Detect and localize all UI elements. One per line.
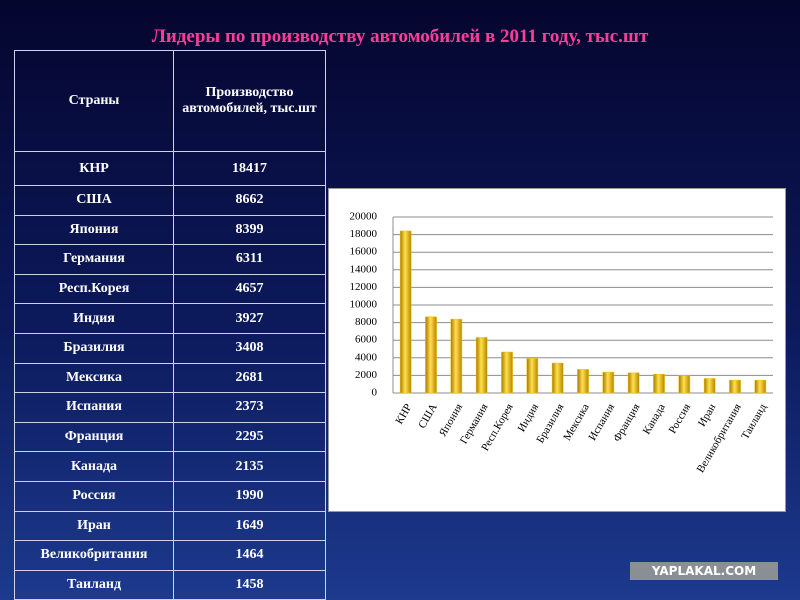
country-cell: Мексика	[14, 362, 174, 394]
header-cell: Страны	[14, 50, 174, 152]
bar	[653, 373, 665, 394]
y-tick-label: 8000	[355, 316, 378, 328]
y-tick-label: 14000	[350, 263, 378, 275]
bar	[425, 316, 437, 394]
country-cell: Бразилия	[14, 332, 174, 364]
country-cell: США	[14, 185, 174, 216]
bar	[754, 379, 767, 394]
table-row: Мексика 2681	[14, 362, 326, 394]
y-tick-label: 2000	[355, 369, 378, 381]
country-cell: Канада	[14, 451, 174, 482]
y-tick-label: 16000	[350, 246, 378, 258]
table-row: Испания 2373	[14, 392, 326, 423]
bar	[551, 362, 564, 394]
y-tick-label: 12000	[350, 281, 378, 293]
watermark: YAPLAKAL.COM	[630, 562, 778, 580]
bar	[577, 369, 589, 394]
production-cell: 2295	[173, 421, 326, 453]
table-row: Канада 2135	[14, 451, 326, 482]
chart: 0 2000 4000 6000 8000 10000 12000 14000 16000 180…	[328, 188, 786, 512]
bar	[475, 337, 488, 394]
chart-frame	[328, 188, 786, 512]
table-row: Бразилия 3408	[14, 332, 326, 364]
country-cell: Япония	[14, 214, 174, 246]
country-cell: Россия	[14, 480, 174, 512]
production-cell: 2135	[173, 451, 326, 482]
country-cell: Франция	[14, 421, 174, 453]
production-cell: 4657	[173, 273, 326, 305]
bar	[450, 318, 463, 394]
production-cell: 6311	[173, 244, 326, 275]
title: Лидеры по производству автомобилей в 201…	[151, 26, 649, 47]
table-row: Великобритания 1464	[14, 540, 326, 571]
bar	[501, 351, 513, 394]
table-row: Иран 1649	[14, 510, 326, 542]
table-row: Россия 1990	[14, 480, 326, 512]
header-row: Страны Производство автомобилей, тыс.шт	[14, 50, 326, 152]
bar	[678, 375, 691, 394]
table-row: КНР 18417	[14, 151, 326, 186]
country-cell: Германия	[14, 244, 174, 275]
country-cell: Респ.Корея	[14, 273, 174, 305]
production-cell: 3408	[173, 332, 326, 364]
y-tick-label: 10000	[350, 299, 378, 311]
y-tick-label: 20000	[350, 211, 378, 223]
production-cell: 1990	[173, 480, 326, 512]
bar	[627, 372, 640, 394]
bar	[399, 230, 412, 394]
production-cell: 1649	[173, 510, 326, 542]
y-tick-label: 0	[372, 387, 378, 399]
production-cell: 3927	[173, 303, 326, 334]
header-cell: Производство автомобилей, тыс.шт	[173, 50, 326, 152]
y-tick-label: 18000	[350, 228, 378, 240]
table-row: Франция 2295	[14, 421, 326, 453]
table-row: Таиланд 1458	[14, 569, 326, 600]
country-cell: Индия	[14, 303, 174, 334]
country-cell: Испания	[14, 392, 174, 423]
production-cell: 2373	[173, 392, 326, 423]
production-table: Страны Производство автомобилей, тыс.шт …	[14, 50, 326, 600]
y-tick-label: 4000	[355, 351, 378, 363]
production-cell: 1458	[173, 569, 326, 600]
production-cell: 8662	[173, 185, 326, 216]
bar	[602, 371, 615, 394]
table-row: Германия 6311	[14, 244, 326, 275]
production-cell: 2681	[173, 362, 326, 394]
y-tick-label: 6000	[355, 334, 378, 346]
bar	[703, 378, 716, 394]
production-cell: 18417	[173, 151, 326, 186]
table-row: Респ.Корея 4657	[14, 273, 326, 305]
country-cell: Иран	[14, 510, 174, 542]
country-cell: КНР	[14, 151, 174, 186]
production-cell: 8399	[173, 214, 326, 246]
table-row: Индия 3927	[14, 303, 326, 334]
country-cell: Таиланд	[14, 569, 174, 600]
bar	[526, 358, 539, 394]
bar	[729, 379, 741, 394]
table-row: США 8662	[14, 185, 326, 216]
country-cell: Великобритания	[14, 540, 174, 571]
table-row: Япония 8399	[14, 214, 326, 246]
production-cell: 1464	[173, 540, 326, 571]
